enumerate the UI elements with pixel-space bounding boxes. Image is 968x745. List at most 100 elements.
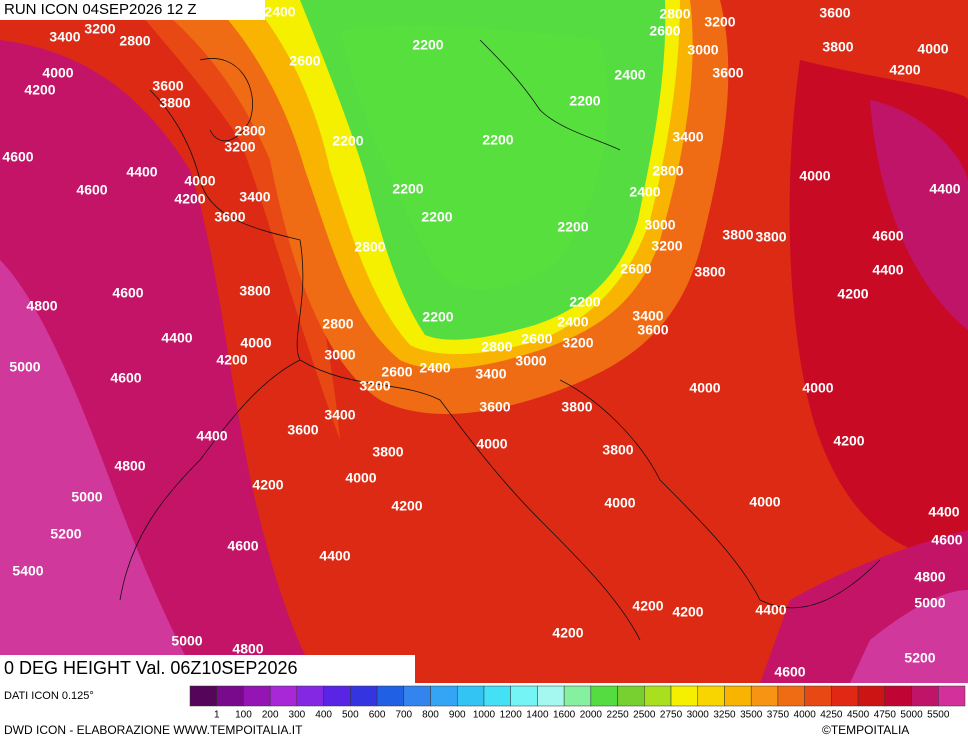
contour-label: 2200 [569, 93, 600, 109]
zone-magenta-east [870, 100, 968, 330]
legend-label: 300 [289, 710, 306, 721]
contour-label: 3800 [822, 39, 853, 55]
legend-swatch [189, 685, 217, 707]
contour-label: 3200 [224, 139, 255, 155]
contour-label: 3800 [602, 442, 633, 458]
contour-label: 5400 [12, 563, 43, 579]
run-label: RUN ICON 04SEP2026 12 Z [4, 1, 197, 18]
contour-label: 4800 [114, 458, 145, 474]
legend-label: 2500 [633, 710, 656, 721]
contour-label: 3400 [475, 366, 506, 382]
credit: DWD ICON - ELABORAZIONE WWW.TEMPOITALIA.… [4, 723, 303, 737]
contour-label: 2200 [392, 181, 423, 197]
contour-label: 2800 [659, 6, 690, 22]
legend-label: 2250 [606, 710, 629, 721]
contour-label: 4400 [161, 330, 192, 346]
contour-label: 2200 [557, 219, 588, 235]
legend-swatch [403, 685, 431, 707]
contour-label: 4800 [26, 298, 57, 314]
contour-label: 4000 [604, 495, 635, 511]
contour-label: 4000 [749, 494, 780, 510]
contour-label: 3600 [152, 78, 183, 94]
legend-label: 3000 [687, 710, 710, 721]
contour-label: 2400 [419, 360, 450, 376]
contour-label: 4200 [216, 352, 247, 368]
legend-label: 5500 [927, 710, 950, 721]
legend-swatch [350, 685, 378, 707]
legend-label: 5000 [900, 710, 923, 721]
legend-swatch [670, 685, 699, 707]
legend-swatch [938, 685, 966, 707]
contour-label: 3600 [479, 399, 510, 415]
contour-label: 3000 [515, 353, 546, 369]
legend-label: 700 [395, 710, 412, 721]
contour-label: 3400 [672, 129, 703, 145]
legend-label: 500 [342, 710, 359, 721]
contour-label: 4200 [391, 498, 422, 514]
contour-label: 4200 [174, 191, 205, 207]
legend-label: 1600 [553, 710, 576, 721]
contour-label: 4200 [889, 62, 920, 78]
legend-swatch [590, 685, 618, 707]
contour-label: 3200 [562, 335, 593, 351]
contour-label: 3400 [239, 189, 270, 205]
contour-label: 4200 [833, 433, 864, 449]
valid-label: 0 DEG HEIGHT Val. 06Z10SEP2026 [4, 658, 297, 678]
contour-label: 4200 [252, 477, 283, 493]
contour-label: 4200 [24, 82, 55, 98]
legend-swatch [804, 685, 832, 707]
legend-swatch [430, 685, 458, 707]
contour-label: 4400 [929, 181, 960, 197]
contour-label: 4800 [232, 641, 263, 657]
contour-label: 4400 [319, 548, 350, 564]
contour-label: 4600 [774, 664, 805, 680]
contour-label: 4000 [42, 65, 73, 81]
legend-swatch [216, 685, 244, 707]
contour-label: 4600 [76, 182, 107, 198]
contour-label: 3200 [651, 238, 682, 254]
contour-label: 3600 [712, 65, 743, 81]
contour-label: 2600 [289, 53, 320, 69]
legend-swatch [563, 685, 592, 707]
legend-swatch [510, 685, 538, 707]
legend-label: 100 [235, 710, 252, 721]
contour-label: 2400 [264, 4, 295, 20]
legend-label: 2000 [580, 710, 603, 721]
contour-label: 2800 [481, 339, 512, 355]
legend-swatch [777, 685, 805, 707]
zone-pink-southeast [850, 590, 968, 683]
legend-label: 600 [369, 710, 386, 721]
contour-label: 4600 [112, 285, 143, 301]
legend-label: 1200 [500, 710, 523, 721]
contour-label: 3000 [324, 347, 355, 363]
contour-label: 3600 [637, 322, 668, 338]
legend-swatch [243, 685, 271, 707]
contour-label: 4400 [126, 164, 157, 180]
coastlines [119, 39, 881, 641]
contour-label: 2800 [652, 163, 683, 179]
legend-swatch [456, 685, 485, 707]
contour-label: 3400 [49, 29, 80, 45]
valid-box [0, 655, 415, 683]
legend-swatch [750, 685, 779, 707]
contour-label: 2600 [649, 23, 680, 39]
legend-swatch [644, 685, 672, 707]
contour-label: 4600 [872, 228, 903, 244]
legend-swatch [269, 685, 298, 707]
legend-label: 4500 [847, 710, 870, 721]
contour-label: 3800 [159, 95, 190, 111]
legend-label: 2750 [660, 710, 683, 721]
contour-label: 2200 [412, 37, 443, 53]
legend-swatch [323, 685, 351, 707]
zone-pink [0, 260, 200, 683]
legend-label: 3500 [740, 710, 763, 721]
contour-label: 3400 [632, 308, 663, 324]
zone-green-inner [340, 25, 608, 291]
contour-label: 4000 [184, 173, 215, 189]
contour-label: 3800 [755, 229, 786, 245]
legend-label: 4250 [820, 710, 843, 721]
legend-label: 1 [214, 710, 220, 721]
contour-label: 4000 [917, 41, 948, 57]
contour-label: 4000 [799, 168, 830, 184]
contour-label: 5000 [71, 489, 102, 505]
